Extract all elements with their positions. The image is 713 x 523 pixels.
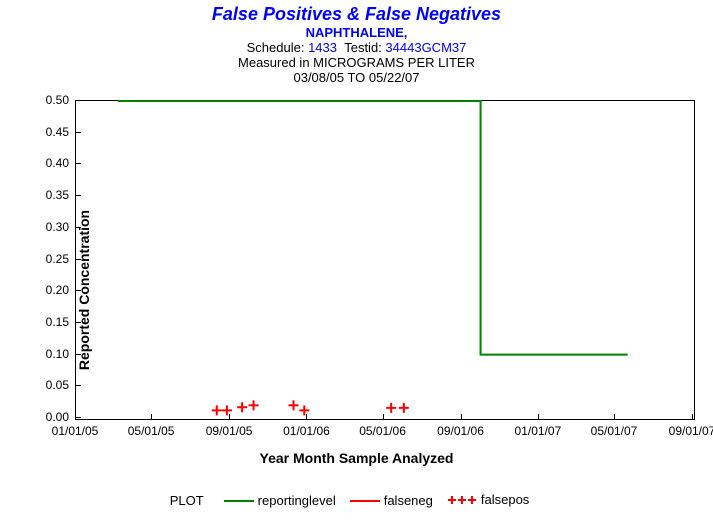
- xtick-mark: [614, 414, 615, 420]
- ytick-label: 0.05: [29, 378, 69, 392]
- plot-svg: [76, 101, 693, 418]
- ytick-label: 0.35: [29, 188, 69, 202]
- xtick-mark: [229, 414, 230, 420]
- ytick-label: 0.10: [29, 347, 69, 361]
- falsepos-marker: [386, 403, 396, 413]
- ytick-label: 0.30: [29, 220, 69, 234]
- daterange-line: 03/08/05 TO 05/22/07: [0, 70, 713, 85]
- xtick-label: 05/01/06: [359, 424, 406, 438]
- xtick-mark: [151, 414, 152, 420]
- ytick-label: 0.20: [29, 283, 69, 297]
- schedule-label: Schedule:: [247, 40, 305, 55]
- falsepos-marker: [237, 402, 247, 412]
- xtick-mark: [461, 414, 462, 420]
- xtick-label: 09/01/05: [206, 424, 253, 438]
- ytick-label: 0.50: [29, 93, 69, 107]
- plot-area: [75, 100, 695, 420]
- ytick-mark: [75, 100, 81, 101]
- chart-container: Reported Concentration 0.000.050.100.150…: [0, 100, 713, 480]
- falsepos-marker: [212, 405, 222, 415]
- xtick-label: 01/01/05: [52, 424, 99, 438]
- legend-item-label: falseneg: [384, 493, 433, 508]
- legend-item-falsepos: falsepos: [447, 492, 529, 507]
- xtick-mark: [75, 414, 76, 420]
- legend-swatch-line: [350, 496, 380, 506]
- ytick-mark: [75, 195, 81, 196]
- falsepos-marker: [222, 405, 232, 415]
- ytick-label: 0.40: [29, 156, 69, 170]
- falsepos-marker: [399, 403, 409, 413]
- legend-swatch-plus: [447, 494, 477, 506]
- ytick-mark: [75, 322, 81, 323]
- xtick-label: 05/01/07: [591, 424, 638, 438]
- schedule-line: Schedule: 1433 Testid: 34443GCM37: [0, 40, 713, 55]
- ytick-label: 0.00: [29, 410, 69, 424]
- xtick-mark: [383, 414, 384, 420]
- ytick-mark: [75, 227, 81, 228]
- schedule-value: 1433: [308, 40, 337, 55]
- legend-item-falseneg: falseneg: [350, 493, 433, 508]
- ytick-label: 0.15: [29, 315, 69, 329]
- xtick-mark: [538, 414, 539, 420]
- xtick-mark: [306, 414, 307, 420]
- legend-label: PLOT: [170, 493, 204, 508]
- ytick-mark: [75, 354, 81, 355]
- series-reportinglevel: [118, 101, 628, 355]
- xtick-label: 01/01/07: [515, 424, 562, 438]
- x-axis-label: Year Month Sample Analyzed: [0, 450, 713, 466]
- units-line: Measured in MICROGRAMS PER LITER: [0, 55, 713, 70]
- ytick-mark: [75, 132, 81, 133]
- legend-item-label: falsepos: [481, 492, 529, 507]
- title-block: False Positives & False Negatives NAPHTH…: [0, 0, 713, 85]
- ytick-label: 0.25: [29, 252, 69, 266]
- chart-subtitle: NAPHTHALENE,: [0, 25, 713, 40]
- falsepos-marker: [249, 400, 259, 410]
- xtick-label: 09/01/07: [669, 424, 713, 438]
- xtick-mark: [692, 414, 693, 420]
- xtick-label: 05/01/05: [128, 424, 175, 438]
- ytick-mark: [75, 259, 81, 260]
- testid-label: Testid:: [344, 40, 382, 55]
- legend-item-label: reportinglevel: [258, 493, 336, 508]
- legend-item-reportinglevel: reportinglevel: [224, 493, 336, 508]
- xtick-label: 01/01/06: [283, 424, 330, 438]
- chart-title: False Positives & False Negatives: [0, 4, 713, 25]
- ytick-mark: [75, 385, 81, 386]
- ytick-mark: [75, 290, 81, 291]
- ytick-mark: [75, 163, 81, 164]
- ytick-label: 0.45: [29, 125, 69, 139]
- testid-value: 34443GCM37: [385, 40, 466, 55]
- xtick-label: 09/01/06: [437, 424, 484, 438]
- legend: PLOT reportinglevel falseneg falsepos: [0, 492, 713, 509]
- falsepos-marker: [289, 400, 299, 410]
- falsepos-marker: [299, 405, 309, 415]
- legend-swatch-line: [224, 496, 254, 506]
